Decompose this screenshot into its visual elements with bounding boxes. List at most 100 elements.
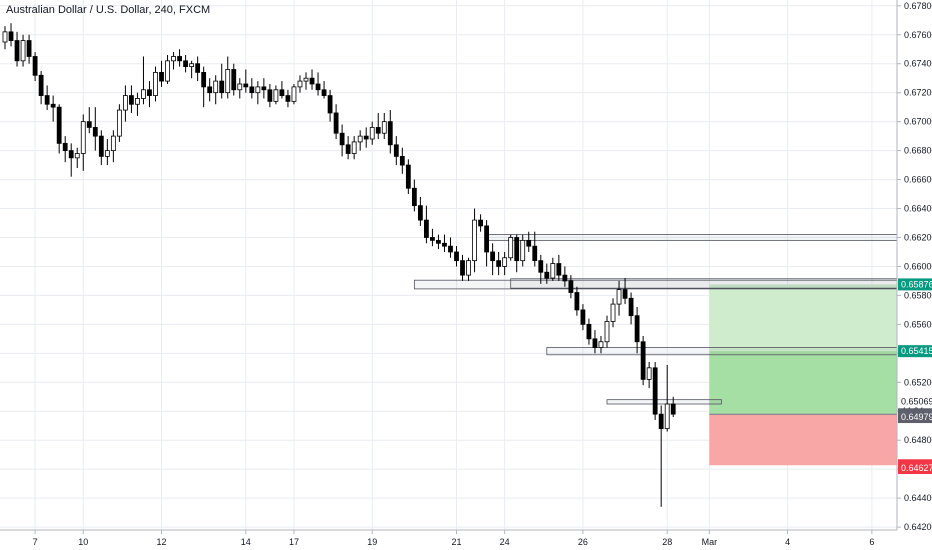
candle-body-102	[616, 289, 622, 305]
candle-body-44	[267, 89, 273, 102]
candle-body-36	[219, 80, 225, 94]
candle-body-12	[74, 153, 80, 159]
candle-body-69	[417, 205, 423, 221]
candle-body-59	[357, 135, 363, 143]
candle-body-13	[80, 121, 86, 154]
candle-body-47	[285, 95, 291, 102]
time-tick-label-6: 21	[451, 537, 461, 547]
candle-body-55	[333, 112, 339, 134]
time-tick-label-8: 26	[578, 537, 588, 547]
candle-body-10	[62, 142, 68, 152]
zone-3[interactable]	[546, 347, 898, 356]
candle-body-81	[490, 251, 496, 262]
candle-body-90	[544, 271, 550, 279]
candle-body-52	[315, 83, 321, 91]
candle-body-56	[339, 132, 345, 146]
price-badge-label-5: 0.64979	[901, 412, 932, 422]
candle-body-95	[574, 292, 580, 311]
candle-body-66	[399, 155, 405, 166]
candle-body-20	[123, 95, 128, 111]
zone-0[interactable]	[486, 234, 898, 241]
time-tick-label-7: 24	[500, 537, 510, 547]
time-tick-label-2: 12	[157, 537, 167, 547]
candle-body-78	[472, 219, 477, 262]
candle-body-7	[44, 95, 50, 105]
candle-body-74	[448, 245, 453, 253]
candle-body-9	[56, 106, 62, 144]
time-tick-label-9: 28	[662, 537, 672, 547]
long-position-tool[interactable]	[709, 284, 897, 466]
time-axis[interactable]: 7 10 12 14 17 19 21 24 26 28 Mar 4 6	[33, 530, 875, 547]
candle-body-23	[141, 89, 146, 99]
candle-body-39	[237, 83, 243, 91]
price-badge-7	[898, 462, 932, 475]
candle-body-94	[568, 280, 574, 293]
time-tick-label-1: 10	[78, 537, 88, 547]
candle-body-93	[562, 274, 568, 282]
candle-body-85	[514, 237, 520, 262]
candle-body-41	[249, 86, 255, 94]
price-badge-label-1: 0.65415	[901, 346, 932, 356]
time-tick-label-12: 6	[869, 537, 874, 547]
candle-body-22	[135, 98, 140, 105]
candle-body-57	[345, 144, 351, 154]
candle-body-88	[532, 245, 538, 262]
candle-body-79	[478, 219, 483, 227]
zone-4[interactable]	[606, 399, 722, 405]
candle-body-33	[201, 72, 207, 88]
candle-body-63	[381, 121, 387, 134]
price-badge-5	[898, 411, 932, 424]
candle-body-103	[622, 289, 628, 299]
candle-body-99	[598, 341, 604, 348]
candle-body-75	[454, 251, 459, 262]
price-badge-label-7: 0.64627	[901, 463, 932, 473]
stop-zone[interactable]	[709, 414, 897, 466]
candle-body-19	[116, 109, 122, 137]
candle-body-24	[147, 89, 152, 96]
candle-body-86	[520, 239, 526, 262]
candle-body-76	[460, 260, 465, 276]
time-tick-label-5: 19	[367, 537, 377, 547]
candle-body-80	[484, 225, 490, 253]
candle-body-105	[634, 315, 640, 343]
candle-body-82	[496, 260, 502, 267]
candle-body-68	[411, 187, 417, 207]
candle-body-45	[273, 89, 279, 102]
candle-body-77	[466, 260, 471, 276]
candle-body-61	[369, 127, 375, 140]
candle-body-11	[68, 150, 74, 159]
chart-title: Australian Dollar / U.S. Dollar, 240, FX…	[6, 4, 210, 16]
candle-body-31	[189, 63, 195, 68]
candle-body-107	[646, 367, 652, 380]
candle-body-54	[327, 95, 333, 114]
price-badge-label-0: 0.65876	[901, 279, 932, 289]
candle-body-65	[393, 144, 399, 157]
price-labels: 0.658760.654150.6506944:240.649790.64979…	[898, 278, 932, 475]
candle-body-14	[86, 121, 92, 128]
candle-body-18	[110, 135, 116, 152]
candle-body-109	[658, 413, 664, 430]
candle-body-83	[502, 257, 508, 267]
candle-body-26	[159, 72, 164, 82]
candle-body-21	[129, 95, 134, 105]
candle-body-100	[604, 321, 610, 343]
candle-body-4	[26, 40, 32, 57]
candle-body-6	[38, 74, 44, 96]
candle-body-53	[321, 89, 327, 96]
candle-body-1	[8, 31, 14, 41]
time-tick-label-10: Mar	[702, 537, 718, 547]
candle-body-3	[20, 40, 26, 62]
candle-body-28	[171, 56, 176, 62]
candle-body-97	[586, 323, 592, 340]
candle-body-60	[363, 135, 369, 140]
candle-body-25	[153, 72, 158, 96]
